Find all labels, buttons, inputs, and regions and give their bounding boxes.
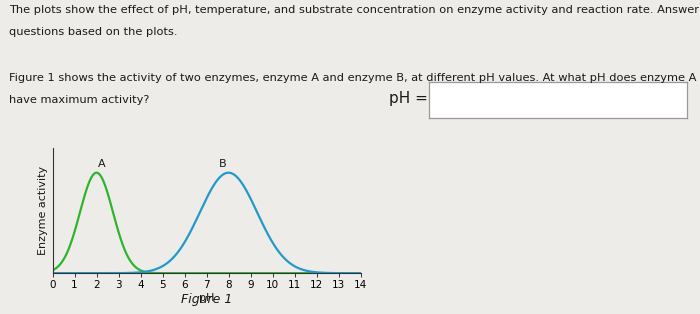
Text: Figure 1: Figure 1 xyxy=(181,293,232,306)
Text: questions based on the plots.: questions based on the plots. xyxy=(9,27,178,37)
Text: B: B xyxy=(219,159,227,169)
Y-axis label: Enzyme activity: Enzyme activity xyxy=(38,166,48,255)
Text: Figure 1 shows the activity of two enzymes, enzyme A and enzyme B, at different : Figure 1 shows the activity of two enzym… xyxy=(9,73,696,83)
X-axis label: pH: pH xyxy=(199,293,214,303)
Text: pH =: pH = xyxy=(389,91,428,106)
Text: A: A xyxy=(98,159,106,169)
Text: The plots show the effect of pH, temperature, and substrate concentration on enz: The plots show the effect of pH, tempera… xyxy=(9,5,700,15)
Text: have maximum activity?: have maximum activity? xyxy=(9,95,150,105)
